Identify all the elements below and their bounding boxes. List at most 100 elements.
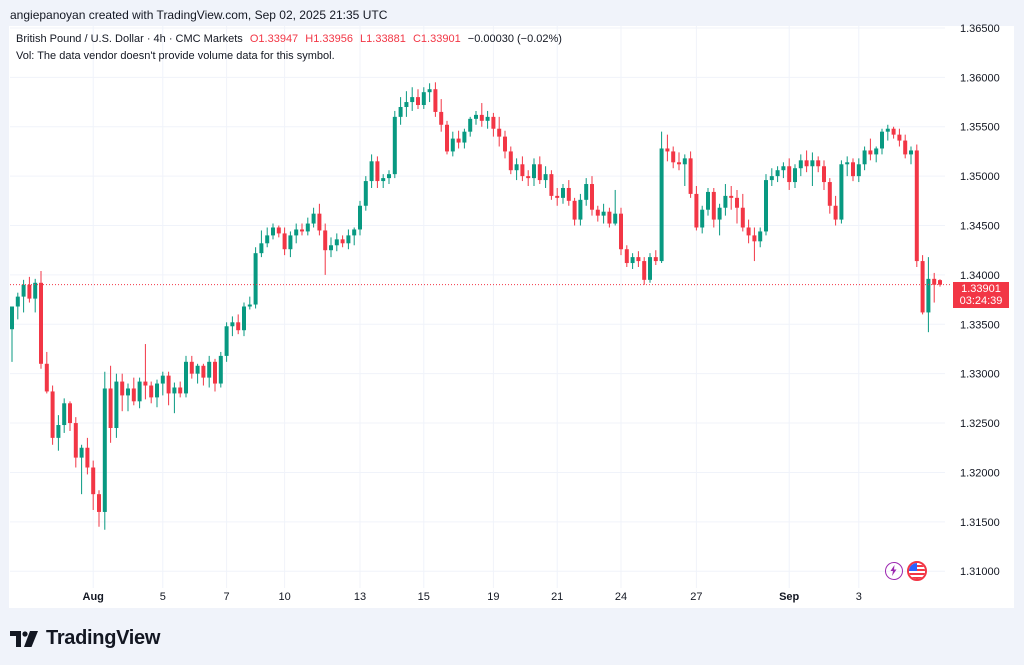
legend-open: O1.33947 [250, 33, 298, 45]
candle-body [514, 164, 519, 171]
candle-body [137, 381, 142, 402]
candle [532, 158, 536, 187]
candle [131, 377, 136, 406]
candle [856, 158, 861, 183]
candle [108, 365, 113, 443]
tradingview-brand[interactable]: TradingView [10, 627, 160, 650]
candle-body [416, 97, 420, 106]
candle [15, 292, 20, 320]
candle [862, 146, 867, 171]
candle [114, 373, 119, 438]
candle-body [27, 284, 32, 299]
candle [218, 351, 223, 388]
candle [590, 176, 594, 216]
candle-body [288, 235, 293, 250]
candle-body [740, 207, 745, 228]
candle [172, 382, 177, 414]
candle [433, 82, 438, 117]
candle-body [172, 387, 177, 394]
candle-body [932, 278, 937, 285]
candle [311, 207, 316, 228]
candle-body [793, 168, 797, 183]
candle [514, 158, 519, 181]
candle-body [914, 150, 919, 262]
credit-line: angiepanoyan created with TradingView.co… [10, 8, 388, 22]
candle-body [143, 381, 148, 386]
candle [700, 205, 705, 234]
candle [781, 162, 786, 179]
candle [184, 355, 188, 398]
candle-body [671, 151, 676, 163]
candle-body [926, 278, 931, 313]
flag-glyph [909, 563, 925, 579]
candle [242, 302, 246, 337]
candle [317, 203, 322, 236]
candle-body [584, 184, 589, 200]
x-tick-label: 24 [615, 591, 627, 603]
candle [189, 355, 194, 379]
x-tick-label: Sep [779, 591, 799, 603]
candle-body [804, 160, 809, 167]
y-axis: 1.31000 1.31500 1.32000 1.32500 1.33000 1.335… [960, 23, 1000, 578]
candle-body [688, 158, 693, 194]
candle [62, 398, 67, 433]
candle [926, 257, 931, 333]
lightning-glyph [890, 565, 897, 576]
candle-body [334, 239, 339, 246]
candle-body [178, 387, 183, 394]
candle-body [619, 213, 623, 250]
candle [56, 415, 61, 451]
candle [39, 270, 43, 369]
candle-body [50, 391, 55, 438]
x-tick-label: 5 [160, 591, 166, 603]
candle [329, 237, 333, 258]
candle [416, 89, 420, 109]
x-tick-label: 10 [278, 591, 290, 603]
candle-body [769, 176, 774, 181]
candle [613, 189, 618, 226]
candle-body [85, 447, 90, 468]
candle [456, 130, 461, 149]
candle-body [868, 150, 873, 155]
candle [561, 184, 565, 204]
candle-body [735, 197, 739, 208]
us-flag-icon[interactable] [907, 561, 927, 581]
candle-body [236, 322, 241, 331]
candle [584, 178, 589, 206]
tradingview-logo-icon [10, 630, 38, 647]
candle [619, 207, 623, 256]
candle [224, 322, 229, 362]
chart-panel[interactable] [9, 26, 1014, 608]
candle-body [601, 211, 606, 216]
x-tick-label: 21 [551, 591, 563, 603]
bar-countdown: 03:24:39 [959, 295, 1003, 307]
candle [775, 166, 780, 183]
candle-body [839, 164, 844, 220]
candle-body [856, 164, 861, 177]
candle [607, 207, 612, 228]
candle [462, 128, 467, 149]
candle [207, 355, 212, 388]
candle-body [485, 116, 490, 121]
candle [665, 134, 670, 162]
candle [537, 156, 542, 185]
lightning-icon[interactable] [885, 562, 903, 580]
candle [758, 227, 763, 248]
candle [305, 217, 310, 236]
candle [642, 257, 647, 285]
candle-body [369, 161, 374, 182]
candle [827, 178, 832, 214]
candle-body [404, 102, 409, 107]
candle [445, 120, 449, 155]
x-tick-label: Aug [83, 591, 104, 603]
candle [764, 174, 768, 236]
candle-body [427, 89, 432, 93]
candle [914, 144, 919, 267]
candle [793, 164, 797, 188]
candle-body [822, 166, 826, 183]
y-tick-label: 1.33000 [960, 369, 1000, 381]
legend-open-value: O1.33947 [249, 33, 299, 45]
candle [468, 116, 473, 137]
candle-body [537, 164, 542, 181]
